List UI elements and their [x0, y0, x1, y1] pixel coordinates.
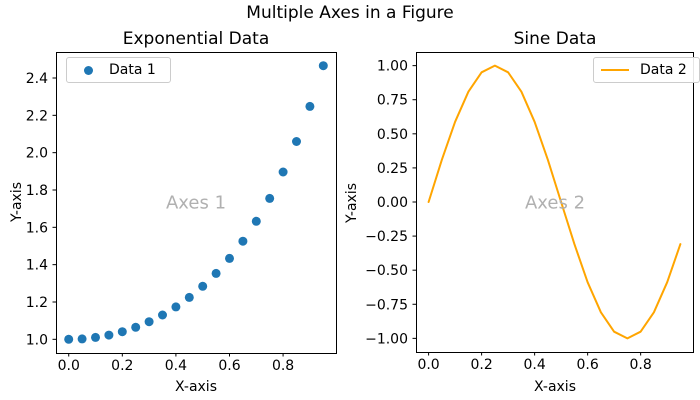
scatter-point	[305, 101, 315, 111]
subplot1-annotation: Axes 1	[165, 192, 227, 214]
y-tick-label: 2.0	[26, 146, 48, 162]
y-tick-label: −0.25	[365, 229, 408, 245]
y-tick-label: 0.75	[377, 93, 408, 109]
scatter-point	[184, 292, 194, 302]
scatter-marker-icon	[84, 65, 93, 75]
y-tick-label: 1.0	[26, 332, 48, 348]
scatter-point	[131, 322, 141, 332]
y-tick-label: 0.50	[377, 127, 408, 143]
scatter-point	[64, 334, 74, 344]
y-tick-label: 1.8	[26, 183, 48, 199]
x-tick-label: 0.2	[470, 357, 492, 373]
scatter-point	[158, 310, 167, 320]
subplot2-xaxis-label: X-axis	[534, 379, 576, 395]
line-marker-icon	[601, 69, 629, 71]
x-tick-label: 0.4	[523, 357, 545, 373]
x-tick-label: 0.0	[417, 357, 439, 373]
scatter-point	[278, 167, 288, 177]
y-tick-label: 1.00	[377, 59, 408, 75]
y-tick-label: 0.00	[377, 195, 408, 211]
subplot1-yaxis-label: Y-axis	[9, 182, 25, 222]
legend2-label: Data 2	[640, 62, 687, 78]
scatter-point	[318, 61, 328, 71]
scatter-point	[198, 281, 208, 291]
subplot1-xaxis-label: X-axis	[175, 379, 217, 395]
subplot1-legend: Data 1	[66, 57, 171, 83]
scatter-point	[104, 330, 114, 340]
y-tick-label: −1.00	[365, 331, 408, 347]
axes-spines	[416, 52, 694, 353]
y-tick-label: −0.50	[365, 263, 408, 279]
scatter-point	[91, 332, 100, 342]
subplot2-title: Sine Data	[513, 29, 597, 49]
scatter-point	[77, 334, 87, 344]
y-tick-label: 0.25	[377, 161, 408, 177]
y-tick-label: 2.4	[26, 71, 48, 87]
scatter-point	[265, 193, 275, 203]
subplot2-yaxis-label: Y-axis	[344, 183, 360, 223]
scatter-point	[225, 253, 234, 263]
x-tick-label: 0.0	[58, 358, 80, 374]
legend1-label: Data 1	[109, 62, 156, 78]
scatter-point	[211, 268, 221, 278]
data-line	[427, 64, 682, 340]
y-tick-label: 2.2	[26, 108, 48, 124]
scatter-point	[292, 137, 301, 146]
scatter-point	[171, 302, 181, 312]
x-tick-label: 0.6	[577, 357, 599, 373]
scatter-point	[238, 236, 248, 246]
y-tick-label: 1.4	[26, 258, 48, 274]
scatter-point	[144, 317, 154, 327]
scatter-point	[251, 216, 261, 226]
x-tick-label: 0.8	[272, 358, 294, 374]
subplot2-annotation: Axes 2	[524, 192, 586, 214]
axes-spines	[56, 52, 337, 354]
y-tick-label: 1.2	[26, 295, 48, 311]
y-tick-label: −0.75	[365, 297, 408, 313]
x-tick-label: 0.8	[630, 357, 652, 373]
x-tick-label: 0.6	[218, 358, 240, 374]
scatter-point	[117, 327, 127, 337]
y-tick-label: 1.6	[26, 220, 48, 236]
figure-title: Multiple Axes in a Figure	[246, 3, 454, 23]
subplot1-title: Exponential Data	[122, 29, 270, 49]
x-tick-label: 0.4	[165, 358, 187, 374]
x-tick-label: 0.2	[111, 358, 133, 374]
subplot2-legend: Data 2	[593, 57, 700, 83]
